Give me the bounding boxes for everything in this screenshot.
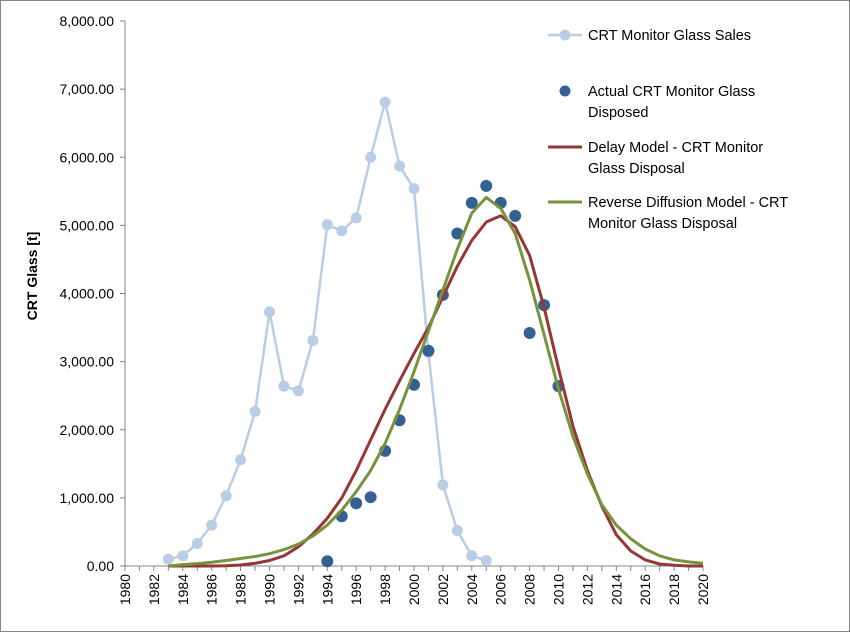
- data-point-actual-crt-monitor-glass-disposed: [523, 327, 536, 340]
- legend: CRT Monitor Glass Sales Actual CRT Monito…: [548, 28, 788, 232]
- x-tick-label: 2018: [666, 574, 682, 605]
- data-point-crt-monitor-glass-sales: [177, 550, 189, 562]
- data-point-crt-monitor-glass-sales: [394, 160, 406, 172]
- y-tick-label: 0.00: [87, 558, 114, 574]
- data-point-crt-monitor-glass-sales: [379, 96, 391, 108]
- y-axis-label: CRT Glass [t]: [24, 232, 40, 321]
- x-tick-label: 2016: [637, 574, 653, 605]
- x-tick-label: 2002: [435, 574, 451, 605]
- legend-label: Actual CRT Monitor Glass Disposed: [588, 84, 755, 121]
- legend-item-crt-monitor-glass-sales: CRT Monitor Glass Sales: [548, 28, 751, 44]
- legend-label: Reverse Diffusion Model - CRT Monitor Gla…: [588, 195, 788, 232]
- x-tick-label: 2014: [608, 574, 624, 605]
- x-tick-label: 2020: [695, 574, 711, 605]
- legend-item-delay-model-crt-monitor-glass-disposal: Delay Model - CRT Monitor Glass Disposal: [548, 140, 763, 177]
- data-point-crt-monitor-glass-sales: [451, 525, 463, 537]
- data-point-crt-monitor-glass-sales: [292, 385, 304, 397]
- data-point-crt-monitor-glass-sales: [249, 405, 261, 417]
- y-tick-label: 3,000.00: [60, 354, 115, 370]
- data-point-crt-monitor-glass-sales: [235, 454, 247, 466]
- data-point-crt-monitor-glass-sales: [437, 479, 449, 491]
- x-tick-label: 1982: [146, 574, 162, 605]
- data-point-actual-crt-monitor-glass-disposed: [364, 491, 377, 504]
- x-tick-label: 2008: [522, 574, 538, 605]
- x-tick-label: 1994: [319, 574, 335, 605]
- data-point-crt-monitor-glass-sales: [466, 550, 478, 562]
- data-point-actual-crt-monitor-glass-disposed: [451, 227, 464, 240]
- y-tick-label: 8,000.00: [60, 13, 115, 29]
- x-tick-label: 1996: [348, 574, 364, 605]
- data-point-crt-monitor-glass-sales: [336, 225, 348, 237]
- series-line-crt-monitor-glass-sales: [168, 100, 487, 562]
- data-point-crt-monitor-glass-sales: [365, 151, 377, 163]
- x-tick-label: 1992: [290, 574, 306, 605]
- data-point-actual-crt-monitor-glass-disposed: [321, 555, 334, 568]
- data-point-crt-monitor-glass-sales: [350, 212, 362, 224]
- axes: 0.00 1,000.00 2,000.00 3,000.00 4,000.00 5,00…: [60, 13, 712, 605]
- x-tick-label: 1990: [262, 574, 278, 605]
- x-tick-label: 1984: [175, 574, 191, 605]
- data-point-crt-monitor-glass-sales: [206, 519, 218, 531]
- data-point-actual-crt-monitor-glass-disposed: [480, 179, 493, 192]
- data-point-crt-monitor-glass-sales: [162, 553, 174, 565]
- x-tick-label: 2004: [464, 574, 480, 605]
- y-tick-label: 1,000.00: [60, 490, 115, 506]
- data-point-crt-monitor-glass-sales: [220, 490, 232, 502]
- x-tick-label: 2012: [579, 574, 595, 605]
- data-point-crt-monitor-glass-sales: [480, 555, 492, 567]
- data-point-crt-monitor-glass-sales: [321, 219, 333, 231]
- data-point-actual-crt-monitor-glass-disposed: [350, 497, 363, 510]
- y-tick-label: 2,000.00: [60, 422, 115, 438]
- data-point-actual-crt-monitor-glass-disposed: [509, 209, 522, 222]
- x-tick-label: 2000: [406, 574, 422, 605]
- series-line-delay-model-crt-monitor-glass-disposal: [168, 214, 703, 568]
- x-tick-label: 1988: [233, 574, 249, 605]
- data-point-crt-monitor-glass-sales: [307, 335, 319, 347]
- x-tick-label: 1998: [377, 574, 393, 605]
- x-tick-label: 1986: [204, 574, 220, 605]
- x-tick-label: 2010: [551, 574, 567, 605]
- legend-label: Delay Model - CRT Monitor Glass Disposal: [588, 140, 763, 177]
- data-point-crt-monitor-glass-sales: [408, 183, 420, 195]
- data-point-crt-monitor-glass-sales: [278, 380, 290, 392]
- x-tick-label: 2006: [493, 574, 509, 605]
- series-line-reverse-diffusion-model-crt-monitor-glass-disposal: [168, 195, 704, 568]
- data-point-crt-monitor-glass-sales: [264, 306, 275, 318]
- y-tick-label: 7,000.00: [60, 81, 115, 97]
- legend-label: CRT Monitor Glass Sales: [588, 28, 751, 44]
- legend-item-reverse-diffusion-model-crt-monitor-glass-disposal: Reverse Diffusion Model - CRT Monitor Gla…: [548, 195, 788, 232]
- legend-item-actual-crt-monitor-glass-disposed: Actual CRT Monitor Glass Disposed: [559, 84, 755, 121]
- data-point-actual-crt-monitor-glass-disposed: [465, 196, 478, 209]
- series-layer: [162, 96, 704, 568]
- y-tick-label: 4,000.00: [60, 286, 115, 302]
- x-tick-label: 1980: [117, 574, 133, 605]
- legend-swatch-marker: [559, 29, 571, 41]
- data-point-actual-crt-monitor-glass-disposed: [422, 344, 435, 357]
- y-tick-label: 6,000.00: [60, 149, 115, 165]
- y-tick-label: 5,000.00: [60, 217, 115, 233]
- data-point-crt-monitor-glass-sales: [191, 538, 203, 550]
- legend-swatch-marker: [559, 85, 571, 97]
